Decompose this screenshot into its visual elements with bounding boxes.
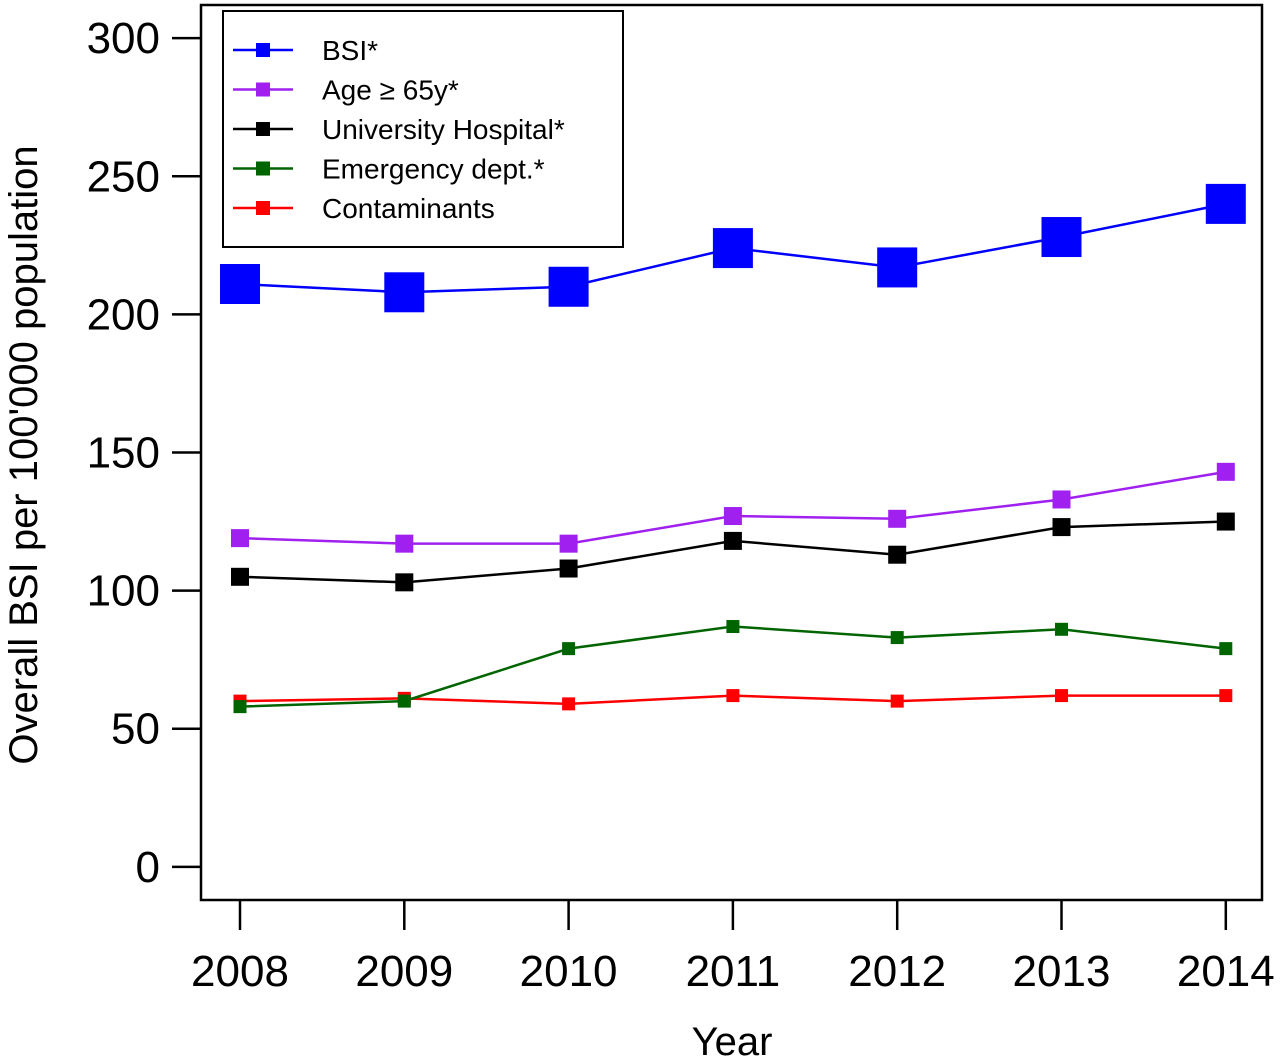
x-tick-label: 2008 <box>191 947 289 996</box>
legend-item: BSI* <box>233 35 378 66</box>
legend-item: Age ≥ 65y* <box>233 75 459 106</box>
legend-marker <box>256 201 270 215</box>
data-point <box>397 694 411 708</box>
x-tick-label: 2011 <box>686 947 781 996</box>
series-age-65y <box>231 462 1235 553</box>
data-point <box>559 559 578 578</box>
data-point <box>562 642 576 656</box>
data-point <box>1041 217 1082 258</box>
legend-marker <box>256 43 270 57</box>
data-point <box>384 272 425 313</box>
y-tick-label: 100 <box>87 567 160 616</box>
data-point <box>888 509 907 528</box>
data-point <box>220 263 260 304</box>
legend-label: Emergency dept.* <box>322 154 545 185</box>
data-point <box>233 700 247 714</box>
x-tick-label: 2010 <box>520 947 618 996</box>
data-point <box>1216 462 1235 481</box>
data-point <box>231 529 249 548</box>
legend-item: Contaminants <box>233 193 495 224</box>
x-axis-title: Year <box>692 1020 773 1064</box>
y-tick-label: 0 <box>136 843 160 892</box>
data-point <box>890 631 904 645</box>
legend-label: BSI* <box>322 35 378 66</box>
data-point <box>562 697 576 711</box>
legend-marker <box>256 82 270 97</box>
x-tick-label: 2009 <box>355 947 453 996</box>
data-point <box>395 534 414 553</box>
data-point <box>395 573 414 592</box>
series-emergency-dept <box>233 620 1233 714</box>
series-line <box>239 520 1226 584</box>
data-point <box>1052 518 1071 537</box>
series-layer <box>220 183 1246 714</box>
legend: BSI* Age ≥ 65y* University Hospital* Emerge… <box>222 10 624 248</box>
x-tick-label: 2013 <box>1013 947 1111 996</box>
x-tick-label: 2014 <box>1177 947 1275 996</box>
data-point <box>1055 622 1068 636</box>
data-point <box>723 507 742 526</box>
y-tick-label: 50 <box>111 705 160 754</box>
data-point <box>1216 512 1235 531</box>
legend-item: Emergency dept.* <box>233 154 545 185</box>
data-point <box>877 247 918 288</box>
y-tick-label: 150 <box>87 429 160 478</box>
data-point <box>559 534 578 553</box>
legend-items: BSI* Age ≥ 65y* University Hospital* Emerge… <box>233 35 565 224</box>
series-bsi <box>220 183 1246 313</box>
series-university-hospital <box>231 512 1235 592</box>
x-axis: 2008 2009 2010 2011 2012 2013 2014 <box>191 900 1275 996</box>
data-point <box>1055 689 1068 703</box>
x-tick-label: 2012 <box>848 947 946 996</box>
series-contaminants <box>233 689 1233 711</box>
data-point <box>890 694 904 708</box>
data-point <box>548 266 589 307</box>
data-point <box>726 620 740 634</box>
legend-marker <box>256 122 270 136</box>
y-axis-title: Overall BSI per 100'000 population <box>2 145 46 764</box>
y-tick-label: 250 <box>87 152 160 201</box>
legend-label: Contaminants <box>322 193 495 224</box>
legend-label: University Hospital* <box>322 114 565 145</box>
data-point <box>723 531 742 550</box>
data-point <box>888 545 907 564</box>
legend-label: Age ≥ 65y* <box>322 75 459 106</box>
data-point <box>712 228 753 269</box>
data-point <box>1052 490 1071 509</box>
legend-item: University Hospital* <box>233 114 565 145</box>
data-point <box>231 567 249 586</box>
data-point <box>726 689 740 703</box>
y-tick-label: 300 <box>87 14 160 63</box>
data-point <box>1205 183 1246 224</box>
y-tick-label: 200 <box>87 290 160 339</box>
data-point <box>1219 642 1233 656</box>
y-axis: 0 50 100 150 200 250 300 <box>87 14 201 892</box>
data-point <box>1219 689 1233 703</box>
legend-marker <box>256 161 270 176</box>
